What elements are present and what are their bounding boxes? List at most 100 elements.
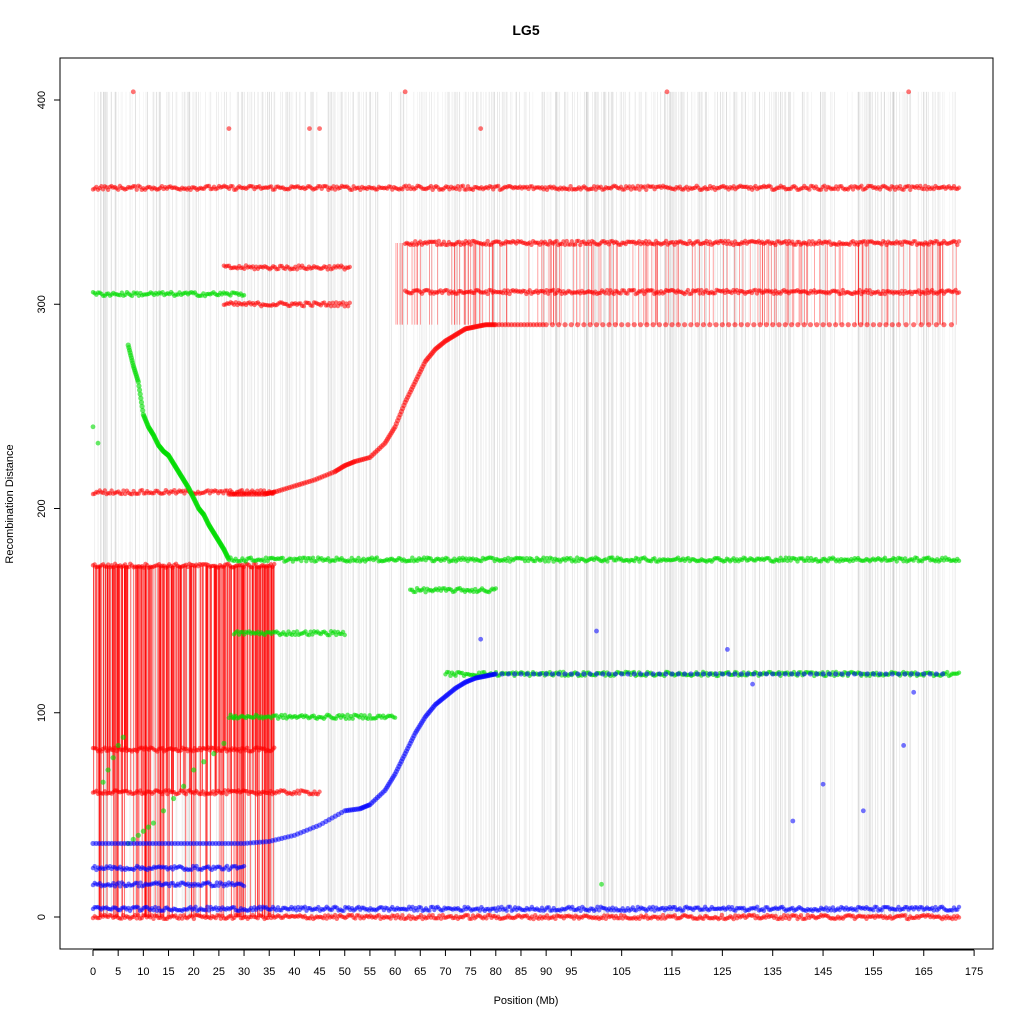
red-point [332, 303, 337, 309]
green-point [574, 555, 580, 560]
red-point [561, 239, 566, 244]
red-point [669, 322, 675, 328]
green-point [358, 712, 364, 718]
red-point [707, 322, 713, 328]
green-point [282, 712, 288, 718]
green-point [120, 734, 126, 740]
red-point [857, 287, 862, 293]
green-point [211, 751, 217, 757]
green-point [421, 586, 427, 591]
green-point [136, 383, 142, 389]
red-point [307, 126, 312, 131]
red-point [119, 916, 124, 921]
red-point [544, 288, 549, 293]
green-point [191, 767, 197, 773]
red-point [601, 913, 607, 918]
red-point [858, 322, 864, 328]
red-point [114, 748, 119, 754]
green-point [314, 558, 319, 564]
blue-point [92, 864, 97, 869]
red-point [324, 184, 329, 189]
red-point [713, 322, 719, 328]
green-point [115, 742, 121, 749]
blue-point [138, 880, 143, 885]
red-point [224, 792, 229, 797]
green-point [138, 399, 145, 405]
red-point [644, 187, 649, 192]
red-point [619, 322, 625, 328]
blue-point [203, 908, 208, 913]
red-point [340, 300, 346, 305]
blue-series [90, 628, 962, 914]
red-point [877, 322, 883, 328]
red-point [102, 488, 108, 493]
red-point [438, 916, 444, 921]
red-point [230, 184, 235, 189]
red-point [226, 126, 232, 131]
red-point [581, 322, 587, 328]
green-point [235, 629, 240, 634]
red-point [250, 565, 255, 570]
red-point [345, 303, 351, 309]
red-point [695, 287, 701, 293]
blue-point [224, 863, 230, 869]
red-point [820, 322, 826, 328]
red-point [631, 322, 637, 328]
red-point [840, 287, 846, 293]
red-point [751, 912, 757, 918]
red-point [731, 242, 736, 248]
red-point [406, 913, 412, 918]
green-point [568, 555, 573, 561]
red-point [807, 187, 812, 192]
red-point [301, 303, 307, 309]
red-point [795, 322, 801, 328]
red-point [663, 322, 669, 328]
red-point [554, 238, 559, 244]
red-point [485, 238, 490, 244]
red-point [631, 287, 637, 293]
red-point [757, 322, 763, 328]
red-point [640, 288, 645, 293]
red-point [149, 913, 155, 918]
red-series [90, 89, 962, 922]
green-point [605, 559, 610, 564]
red-point [461, 242, 467, 247]
red-point [838, 291, 844, 296]
red-point [612, 322, 618, 328]
red-point [763, 322, 770, 328]
green-point [327, 632, 332, 638]
green-point [280, 555, 285, 561]
red-point [867, 288, 872, 293]
green-point [599, 881, 604, 887]
red-point [272, 745, 277, 750]
red-point [325, 267, 330, 272]
green-point [293, 632, 298, 637]
red-point [551, 287, 556, 293]
red-point [731, 916, 736, 922]
red-point [460, 183, 466, 189]
red-point [165, 791, 170, 797]
background-lines [94, 91, 956, 917]
green-point [392, 715, 398, 720]
red-point [163, 788, 168, 793]
red-point [644, 322, 650, 328]
red-point [496, 183, 501, 189]
red-point [576, 238, 581, 244]
green-point [140, 407, 146, 414]
red-point [455, 184, 461, 189]
red-point [697, 291, 702, 296]
red-point [773, 242, 778, 248]
blue-point [117, 884, 123, 889]
red-point [956, 239, 962, 244]
red-point [694, 322, 700, 328]
green-point [181, 783, 187, 789]
red-point [663, 238, 669, 244]
red-point [445, 288, 450, 293]
red-point [776, 322, 782, 328]
red-point [941, 322, 947, 328]
red-point [839, 322, 845, 328]
green-point [137, 391, 143, 397]
blue-point [189, 867, 194, 872]
red-point [604, 287, 610, 293]
red-point [294, 267, 300, 272]
